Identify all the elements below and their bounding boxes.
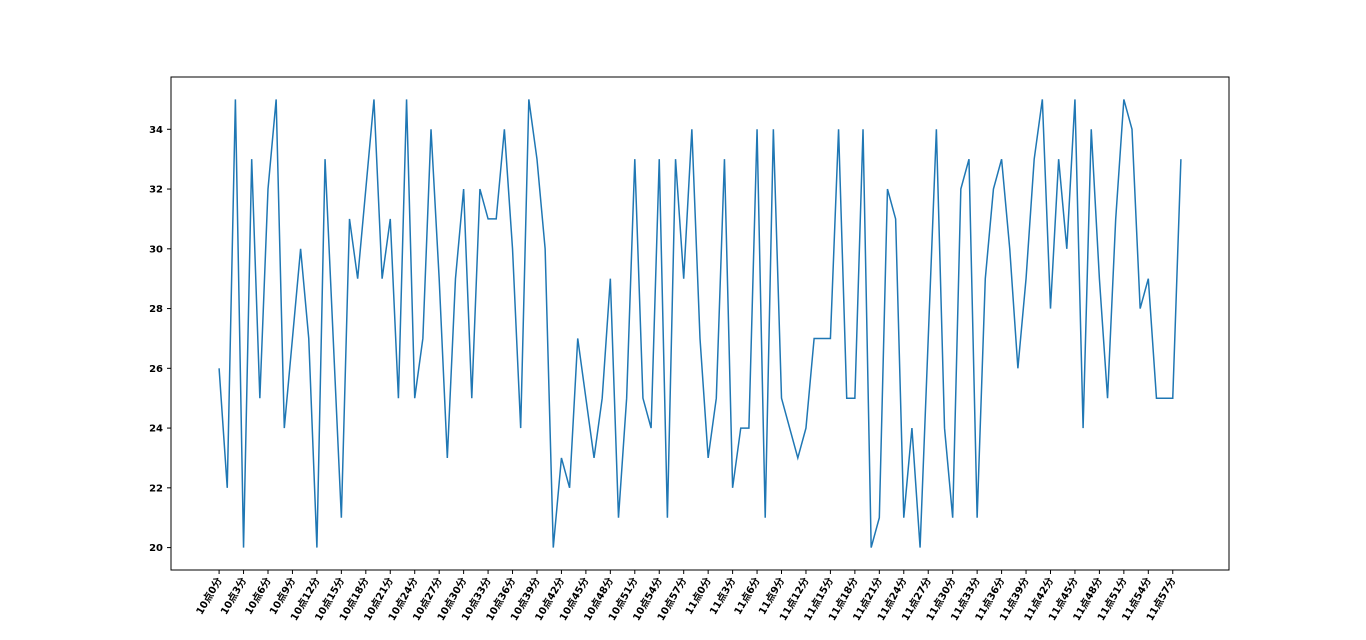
y-tick-label: 22 (149, 483, 163, 494)
y-tick-label: 34 (149, 125, 163, 136)
y-tick-label: 30 (149, 244, 163, 255)
y-tick-label: 32 (149, 185, 163, 196)
y-tick-label: 28 (149, 304, 163, 315)
line (218, 99, 1182, 548)
y-tick-label: 26 (149, 364, 163, 375)
axes-frame (170, 76, 1230, 571)
y-tick-label: 20 (149, 543, 163, 554)
y-tick-label: 24 (149, 424, 163, 435)
